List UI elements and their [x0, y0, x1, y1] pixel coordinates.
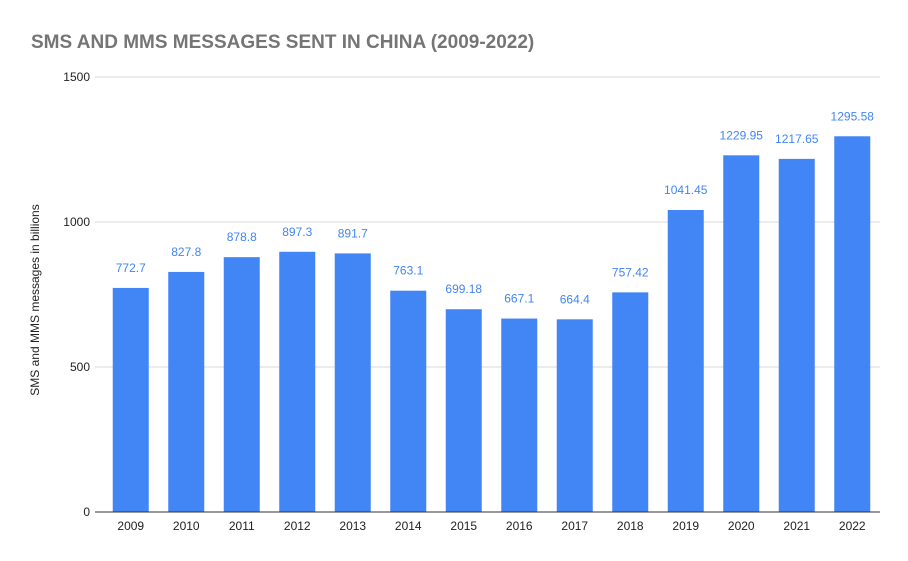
- bars: [112, 136, 871, 513]
- bar: [445, 309, 482, 512]
- bar: [556, 319, 593, 512]
- x-tick-label: 2015: [450, 519, 477, 533]
- gridlines: [95, 76, 880, 368]
- bar: [112, 287, 149, 512]
- x-tick-label: 2017: [561, 519, 588, 533]
- y-axis-label: SMS and MMS messages in billions: [28, 204, 42, 395]
- data-label: 891.7: [338, 226, 368, 240]
- x-tick-label: 2011: [229, 519, 255, 533]
- bar: [778, 158, 815, 512]
- bar: [168, 271, 205, 512]
- x-tick-label: 2010: [173, 519, 200, 533]
- x-tick-label: 2018: [617, 519, 644, 533]
- bar: [612, 292, 649, 512]
- data-label: 1041.45: [664, 183, 708, 197]
- data-label: 664.4: [560, 292, 590, 306]
- y-tick-label: 1500: [63, 70, 90, 84]
- x-tick-label: 2012: [284, 519, 311, 533]
- data-label: 699.18: [445, 282, 482, 296]
- x-tick-label: 2020: [728, 519, 755, 533]
- x-tick-label: 2014: [395, 519, 422, 533]
- y-axis-ticks: 0 500 1000 1500: [63, 70, 90, 519]
- bar: [334, 253, 371, 513]
- bar: [501, 318, 538, 512]
- data-label: 1229.95: [720, 128, 764, 142]
- x-tick-label: 2016: [506, 519, 533, 533]
- data-label: 667.1: [504, 292, 534, 306]
- data-labels: 772.7 827.8 878.8 897.3 891.7 763.1 699.18 667.…: [116, 109, 875, 306]
- y-tick-label: 1000: [63, 215, 90, 229]
- bar: [834, 136, 871, 512]
- bar: [223, 257, 260, 512]
- x-tick-label: 2009: [117, 519, 144, 533]
- data-label: 878.8: [227, 230, 257, 244]
- bar: [279, 251, 316, 512]
- x-axis-ticks: 2009 2010 2011 2012 2013 2014 2015 2016 2017 2018…: [117, 519, 866, 533]
- y-tick-label: 0: [83, 505, 90, 519]
- data-label: 1295.58: [831, 109, 875, 123]
- x-tick-label: 2022: [839, 519, 866, 533]
- data-label: 827.8: [171, 245, 201, 259]
- x-tick-label: 2019: [672, 519, 699, 533]
- bar: [667, 209, 704, 513]
- bar: [390, 290, 427, 512]
- data-label: 1217.65: [775, 132, 819, 146]
- x-tick-label: 2013: [339, 519, 366, 533]
- chart-title: SMS AND MMS MESSAGES SENT IN CHINA (2009…: [31, 32, 534, 53]
- data-label: 763.1: [393, 264, 423, 278]
- y-tick-label: 500: [70, 360, 90, 374]
- data-label: 897.3: [282, 225, 312, 239]
- data-label: 757.42: [612, 265, 649, 279]
- bar: [723, 155, 760, 512]
- data-label: 772.7: [116, 261, 146, 275]
- x-tick-label: 2021: [783, 519, 810, 533]
